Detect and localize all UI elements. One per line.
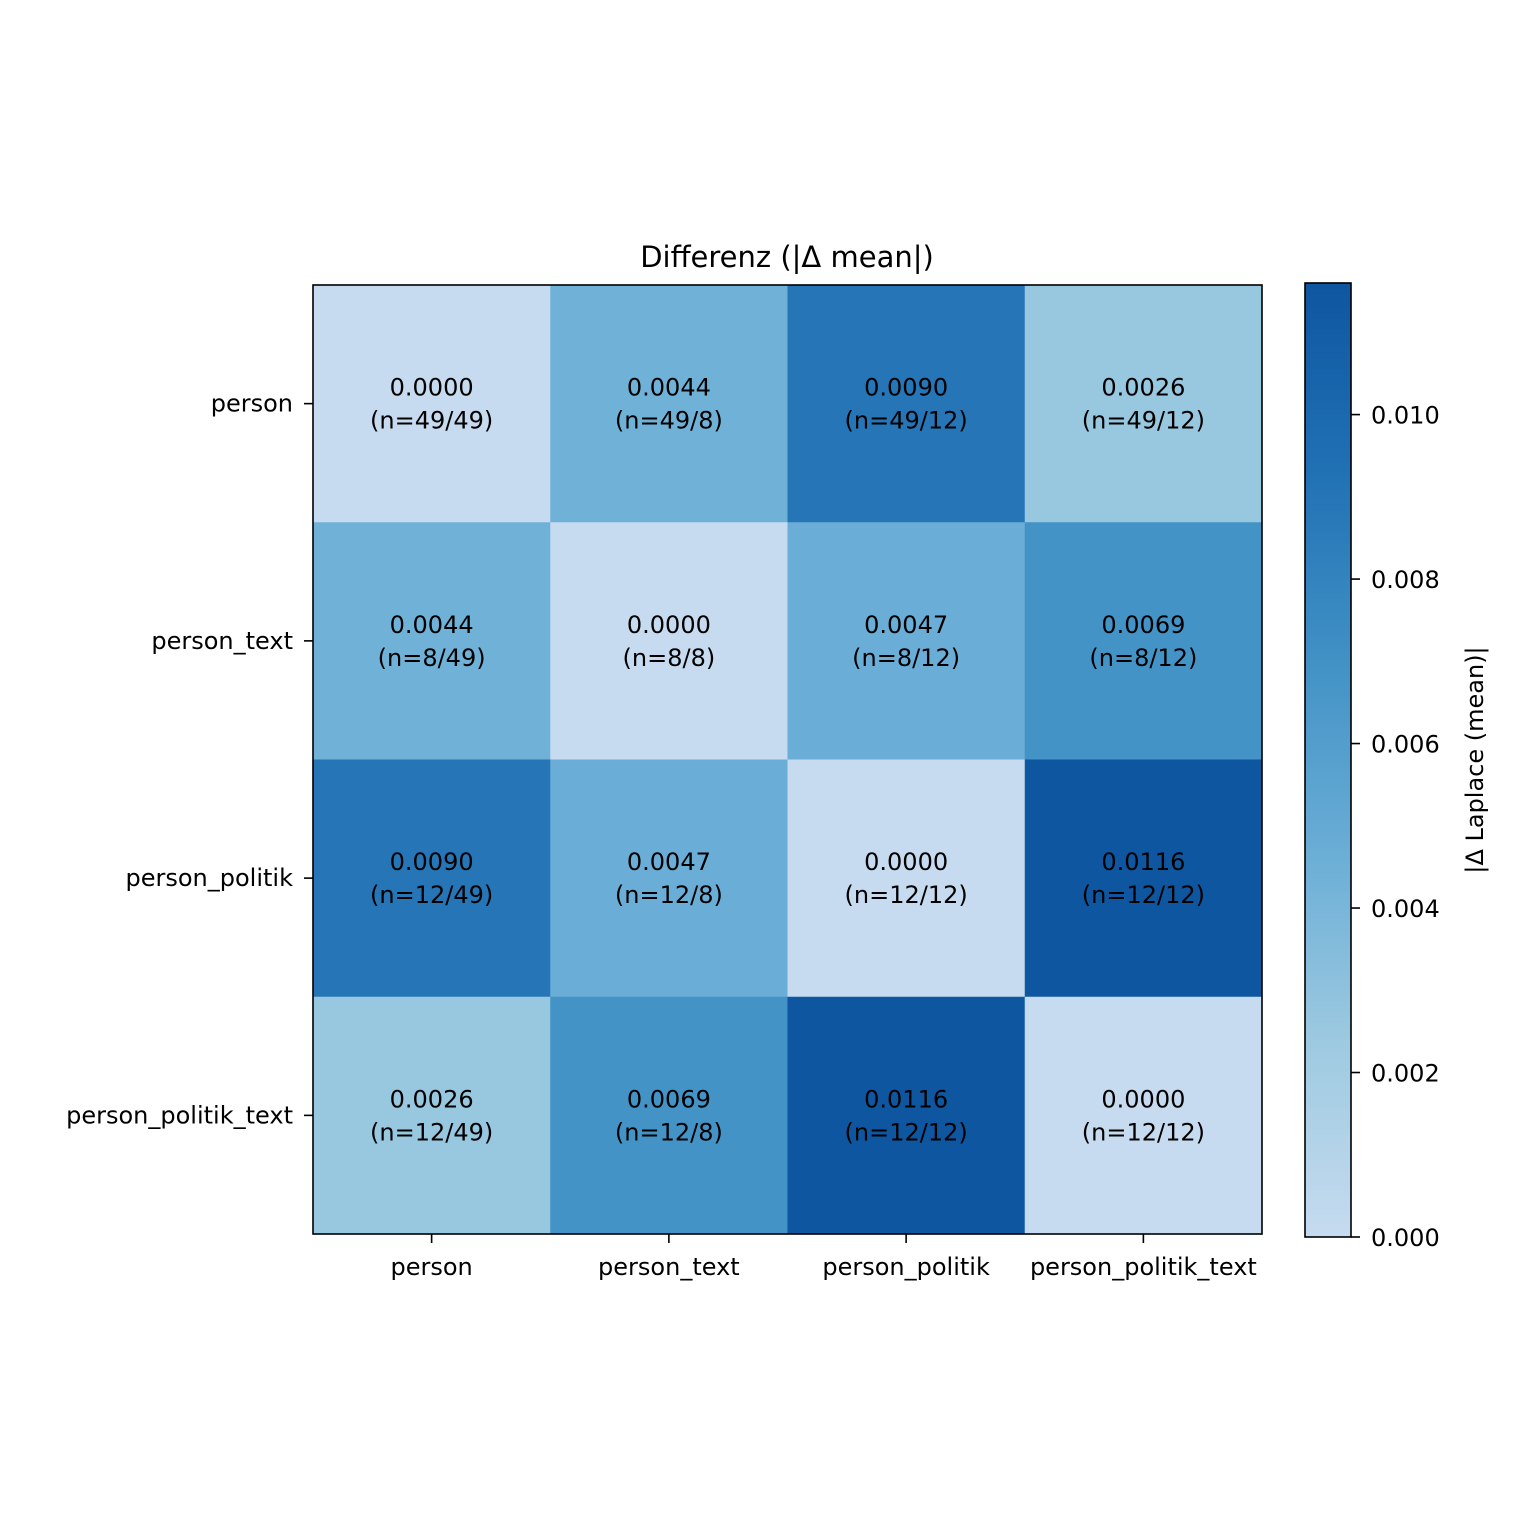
cell-count-label: (n=8/12) — [1089, 644, 1197, 672]
cell-count-label: (n=49/49) — [370, 407, 493, 435]
cell-count-label: (n=8/12) — [852, 644, 960, 672]
x-tick-label: person_text — [598, 1253, 740, 1281]
heatmap-cell — [787, 759, 1026, 998]
cell-count-label: (n=12/12) — [845, 881, 968, 909]
cell-value-label: 0.0069 — [1101, 611, 1185, 639]
cell-value-label: 0.0026 — [390, 1085, 474, 1113]
cell-value-label: 0.0026 — [1101, 374, 1185, 402]
cell-value-label: 0.0090 — [864, 374, 948, 402]
cell-value-label: 0.0044 — [390, 611, 474, 639]
colorbar-tick-label: 0.004 — [1371, 895, 1440, 923]
heatmap-cell — [1024, 996, 1263, 1235]
cell-count-label: (n=49/8) — [615, 407, 723, 435]
y-tick-label: person_politik_text — [66, 1101, 293, 1129]
heatmap-cells: 0.0000 (n=49/49) 0.0044 (n=49/8) 0.0090 (n=49… — [313, 285, 1263, 1235]
heatmap-cell — [787, 522, 1026, 760]
cell-count-label: (n=12/8) — [615, 881, 723, 909]
cell-count-label: (n=12/12) — [1082, 1118, 1205, 1146]
heatmap-cell — [550, 285, 788, 523]
cell-value-label: 0.0090 — [390, 848, 474, 876]
cell-count-label: (n=12/49) — [370, 1118, 493, 1146]
cell-count-label: (n=12/12) — [1082, 881, 1205, 909]
cell-value-label: 0.0116 — [1101, 848, 1185, 876]
heatmap-cell — [787, 285, 1026, 523]
cell-count-label: (n=12/8) — [615, 1118, 723, 1146]
chart-title: Differenz (|Δ mean|) — [640, 240, 934, 274]
y-tick-label: person_text — [151, 627, 293, 655]
cell-value-label: 0.0044 — [627, 374, 711, 402]
x-tick-label: person_politik_text — [1030, 1253, 1257, 1281]
colorbar-tick-label: 0.010 — [1371, 402, 1440, 430]
cell-count-label: (n=8/49) — [378, 644, 486, 672]
cell-count-label: (n=49/12) — [1082, 407, 1205, 435]
y-tick-label: person — [211, 390, 293, 418]
heatmap-cell — [313, 996, 551, 1235]
x-tick-label: person_politik — [822, 1253, 990, 1281]
y-axis: person person_text person_politik person_po… — [66, 390, 313, 1129]
heatmap-cell — [550, 996, 788, 1235]
cell-value-label: 0.0000 — [864, 848, 948, 876]
colorbar-tick-label: 0.000 — [1371, 1224, 1440, 1252]
cell-value-label: 0.0069 — [627, 1085, 711, 1113]
x-axis: person person_text person_politik person_po… — [390, 1234, 1257, 1281]
cell-value-label: 0.0047 — [864, 611, 948, 639]
plot-frame — [312, 284, 1263, 1235]
cell-value-label: 0.0047 — [627, 848, 711, 876]
heatmap-cell — [1024, 522, 1263, 760]
cell-value-label: 0.0000 — [627, 611, 711, 639]
heatmap-cell — [550, 759, 788, 998]
cell-value-label: 0.0000 — [1101, 1085, 1185, 1113]
heatmap-cell — [313, 759, 551, 998]
heatmap-cell — [787, 996, 1026, 1235]
colorbar-tick-label: 0.008 — [1371, 566, 1440, 594]
heatmap-cell — [1024, 759, 1263, 998]
cell-value-label: 0.0000 — [390, 374, 474, 402]
cell-count-label: (n=12/12) — [845, 1118, 968, 1146]
cell-count-label: (n=12/49) — [370, 881, 493, 909]
x-tick-label: person — [390, 1253, 472, 1281]
cell-count-label: (n=8/8) — [623, 644, 716, 672]
colorbar-tick-label: 0.006 — [1371, 731, 1440, 759]
cell-count-label: (n=49/12) — [845, 407, 968, 435]
colorbar — [1304, 282, 1352, 1238]
heatmap-cell — [313, 522, 551, 760]
colorbar-label: |Δ Laplace (mean)| — [1461, 646, 1489, 873]
cell-value-label: 0.0116 — [864, 1085, 948, 1113]
colorbar-tick-label: 0.002 — [1371, 1060, 1440, 1088]
heatmap-cell — [1024, 285, 1263, 523]
heatmap-cell — [550, 522, 788, 760]
heatmap-cell — [313, 285, 551, 523]
colorbar-axis: 0.000 0.002 0.004 0.006 0.008 0.010 — [1351, 402, 1440, 1252]
y-tick-label: person_politik — [126, 864, 294, 892]
